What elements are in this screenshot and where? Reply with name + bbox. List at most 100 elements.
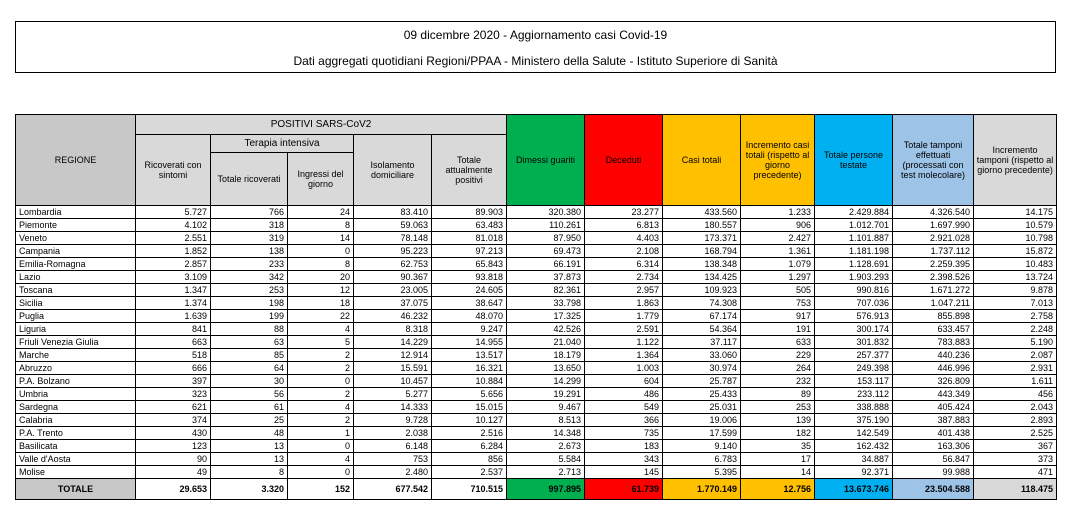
region-name-cell: Abruzzo	[15, 361, 136, 375]
region-name-cell: Umbria	[15, 387, 136, 401]
value-cell: 9.728	[353, 413, 432, 427]
total-value-cell: 997.895	[506, 478, 586, 500]
value-cell: 505	[740, 283, 816, 297]
value-cell: 138	[210, 244, 288, 258]
value-cell: 34.887	[814, 452, 894, 466]
value-cell: 90	[135, 452, 211, 466]
table-row: Abruzzo 666 64 2 15.591 16.321 13.650 1.003 30.9…	[15, 361, 1058, 375]
value-cell: 1.364	[584, 348, 664, 362]
value-cell: 2	[287, 413, 354, 427]
value-cell: 153.117	[814, 374, 894, 388]
value-cell: 89	[740, 387, 816, 401]
value-cell: 13.650	[506, 361, 586, 375]
value-cell: 198	[210, 296, 288, 310]
value-cell: 405.424	[892, 400, 975, 414]
value-cell: 10.457	[353, 374, 432, 388]
value-cell: 841	[135, 322, 211, 336]
header-isolamento: Isolamento domiciliare	[353, 134, 432, 206]
value-cell: 233	[210, 257, 288, 271]
value-cell: 85	[210, 348, 288, 362]
value-cell: 855.898	[892, 309, 975, 323]
table-row: Sicilia 1.374 198 18 37.075 38.647 33.798 1.863…	[15, 296, 1058, 310]
value-cell: 30	[210, 374, 288, 388]
value-cell: 46.232	[353, 309, 432, 323]
table-row: Emilia-Romagna 2.857 233 8 62.753 65.843 66.19…	[15, 257, 1058, 271]
value-cell: 13	[210, 452, 288, 466]
total-value-cell: 61.739	[584, 478, 664, 500]
table-row: P.A. Trento 430 48 1 2.038 2.516 14.348 735 17.5…	[15, 426, 1058, 440]
value-cell: 20	[287, 270, 354, 284]
value-cell: 319	[210, 231, 288, 245]
value-cell: 1.863	[584, 296, 664, 310]
value-cell: 318	[210, 218, 288, 232]
value-cell: 4.326.540	[892, 205, 975, 219]
value-cell: 342	[210, 270, 288, 284]
value-cell: 162.432	[814, 439, 894, 453]
value-cell: 14.175	[973, 205, 1058, 219]
value-cell: 183	[584, 439, 664, 453]
table-row: Lombardia 5.727 766 24 83.410 89.903 320.380 23…	[15, 205, 1058, 219]
value-cell: 168.794	[662, 244, 742, 258]
header-regione: REGIONE	[15, 114, 136, 206]
value-cell: 4	[287, 452, 354, 466]
value-cell: 56.847	[892, 452, 975, 466]
value-cell: 1.047.211	[892, 296, 975, 310]
value-cell: 7.013	[973, 296, 1058, 310]
value-cell: 49	[135, 465, 211, 479]
value-cell: 138.348	[662, 257, 742, 271]
value-cell: 300.174	[814, 322, 894, 336]
value-cell: 233.112	[814, 387, 894, 401]
value-cell: 0	[287, 374, 354, 388]
value-cell: 14	[740, 465, 816, 479]
value-cell: 6.148	[353, 439, 432, 453]
region-name-cell: Campania	[15, 244, 136, 258]
header-group-terapia: Terapia intensiva	[210, 134, 354, 153]
value-cell: 8.513	[506, 413, 586, 427]
region-name-cell: Emilia-Romagna	[15, 257, 136, 271]
value-cell: 19.006	[662, 413, 742, 427]
value-cell: 3.109	[135, 270, 211, 284]
value-cell: 5.727	[135, 205, 211, 219]
value-cell: 443.349	[892, 387, 975, 401]
value-cell: 604	[584, 374, 664, 388]
value-cell: 0	[287, 244, 354, 258]
value-cell: 9.878	[973, 283, 1058, 297]
value-cell: 397	[135, 374, 211, 388]
region-name-cell: Piemonte	[15, 218, 136, 232]
value-cell: 25	[210, 413, 288, 427]
value-cell: 24.605	[430, 283, 508, 297]
value-cell: 663	[135, 335, 211, 349]
header-tamponi: Totale tamponi effettuati (processati co…	[892, 114, 975, 206]
total-value-cell: 1.770.149	[662, 478, 742, 500]
header-persone-testate: Totale persone testate	[814, 114, 894, 206]
value-cell: 35	[740, 439, 816, 453]
value-cell: 2.525	[973, 426, 1058, 440]
value-cell: 69.473	[506, 244, 586, 258]
value-cell: 18	[287, 296, 354, 310]
value-cell: 440.236	[892, 348, 975, 362]
value-cell: 1.671.272	[892, 283, 975, 297]
value-cell: 1	[287, 426, 354, 440]
value-cell: 1.347	[135, 283, 211, 297]
value-cell: 14.299	[506, 374, 586, 388]
table-row: P.A. Bolzano 397 30 0 10.457 10.884 14.299 604 2…	[15, 374, 1058, 388]
value-cell: 17.599	[662, 426, 742, 440]
value-cell: 2.038	[353, 426, 432, 440]
value-cell: 232	[740, 374, 816, 388]
region-name-cell: Basilicata	[15, 439, 136, 453]
value-cell: 856	[430, 452, 508, 466]
value-cell: 2.551	[135, 231, 211, 245]
value-cell: 6.813	[584, 218, 664, 232]
value-cell: 18.179	[506, 348, 586, 362]
header-incremento-tamponi: Incremento tamponi (rispetto al giorno p…	[973, 114, 1058, 206]
header-deceduti: Deceduti	[584, 114, 664, 206]
value-cell: 1.611	[973, 374, 1058, 388]
value-cell: 61	[210, 400, 288, 414]
table-row: Puglia 1.639 199 22 46.232 48.070 17.325 1.779 6…	[15, 309, 1058, 323]
value-cell: 38.647	[430, 296, 508, 310]
value-cell: 326.809	[892, 374, 975, 388]
value-cell: 14.348	[506, 426, 586, 440]
value-cell: 30.974	[662, 361, 742, 375]
value-cell: 1.297	[740, 270, 816, 284]
value-cell: 163.306	[892, 439, 975, 453]
